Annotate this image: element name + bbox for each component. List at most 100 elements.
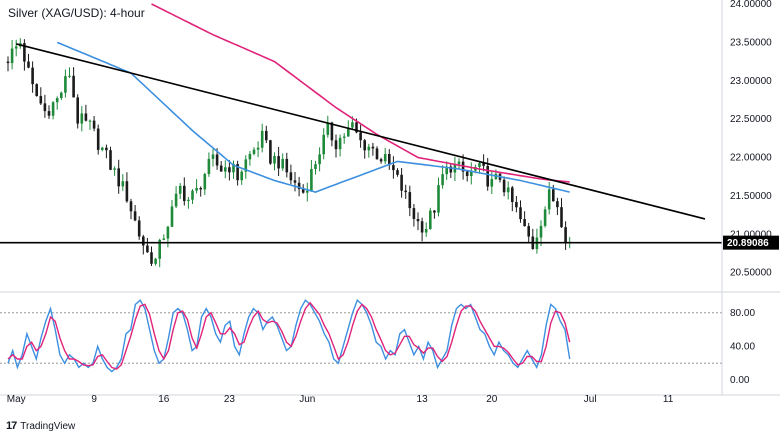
- candle-body: [219, 165, 223, 172]
- candle-body: [244, 159, 248, 172]
- candle-body: [64, 76, 67, 93]
- candle-body: [224, 167, 227, 172]
- candle-body: [14, 46, 18, 49]
- candle-body: [101, 147, 104, 150]
- candle-body: [429, 210, 432, 230]
- price-pane: [0, 3, 722, 268]
- price-tag-label: 20.89086: [727, 238, 769, 249]
- candle-body: [420, 221, 424, 233]
- candle-body: [117, 168, 120, 187]
- candle-body: [527, 226, 530, 237]
- candle-body: [342, 136, 346, 138]
- candle-body: [388, 154, 391, 166]
- candle-body: [404, 190, 407, 193]
- candle-body: [232, 164, 235, 173]
- candle-body: [125, 181, 129, 202]
- stochastic-d-line: [7, 301, 571, 370]
- stochastic-k-line: [7, 298, 571, 373]
- candle-body: [207, 158, 211, 174]
- candle-body: [84, 113, 88, 121]
- candle-body: [174, 193, 178, 207]
- time-tick-label: 11: [663, 394, 674, 405]
- candle-body: [277, 156, 280, 169]
- candle-body: [121, 181, 125, 187]
- candle-body: [76, 97, 79, 124]
- time-tick-label: 20: [486, 394, 498, 405]
- candle-body: [392, 165, 395, 171]
- candle-body: [6, 61, 10, 64]
- tradingview-logo-text: TradingView: [20, 420, 76, 432]
- candle-body: [199, 188, 202, 190]
- price-tick-label: 22.00000: [730, 153, 772, 164]
- candle-body: [441, 174, 444, 186]
- candle-body: [470, 170, 473, 177]
- candle-body: [293, 180, 297, 183]
- candle-body: [27, 61, 30, 68]
- candle-body: [109, 150, 112, 170]
- candle-body: [297, 182, 301, 190]
- price-tick-label: 23.00000: [730, 76, 772, 87]
- price-tick-label: 20.50000: [730, 268, 772, 279]
- candle-body: [203, 173, 207, 190]
- axes: 24.00000 23.50000 23.00000 22.50000 22.00000…: [0, 0, 780, 405]
- candle-body: [166, 226, 170, 239]
- candle-body: [228, 167, 231, 173]
- candle-body: [355, 122, 358, 133]
- candle-body: [191, 190, 194, 200]
- candle-body: [105, 147, 108, 151]
- fast-moving-average-line: [56, 41, 570, 193]
- candle-body: [445, 166, 448, 175]
- tradingview-logo: 17 TradingView: [6, 420, 75, 432]
- candle-body: [158, 239, 161, 259]
- candle-body: [457, 161, 461, 165]
- candle-body: [129, 201, 133, 212]
- candle-body: [146, 245, 149, 253]
- candle-body: [502, 179, 506, 193]
- tradingview-logo-icon: 17: [6, 420, 17, 432]
- candle-body: [560, 207, 563, 228]
- price-tick-label: 23.50000: [730, 37, 772, 48]
- candle-body: [433, 210, 436, 213]
- stoch-tick-label: 0.00: [730, 375, 750, 386]
- candle-body: [306, 190, 309, 193]
- candle-body: [363, 140, 366, 151]
- stoch-tick-label: 80.00: [730, 308, 755, 319]
- candle-body: [47, 111, 51, 116]
- candle-body: [449, 166, 453, 173]
- candle-body: [564, 227, 567, 243]
- candle-body: [511, 187, 514, 203]
- candle-body: [552, 189, 555, 202]
- time-tick-label: 9: [91, 394, 97, 405]
- candle-body: [396, 170, 399, 175]
- candle-body: [43, 103, 47, 112]
- candle-body: [412, 208, 416, 219]
- candle-body: [465, 171, 469, 177]
- candle-body: [68, 75, 71, 77]
- candle-body: [248, 153, 252, 160]
- candle-body: [187, 199, 190, 202]
- candle-body: [437, 185, 440, 213]
- candle-body: [265, 130, 268, 141]
- candle-body: [96, 128, 100, 150]
- candle-body: [88, 120, 92, 122]
- candle-body: [519, 207, 522, 220]
- candle-body: [178, 185, 182, 194]
- price-tick-label: 21.00000: [730, 229, 772, 240]
- time-tick-label: May: [7, 394, 26, 405]
- candle-body: [556, 201, 559, 208]
- time-tick-label: Jul: [584, 394, 597, 405]
- slow-moving-average-line: [151, 3, 570, 183]
- candle-body: [478, 163, 481, 168]
- candle-body: [289, 172, 293, 181]
- candle-body: [326, 122, 330, 135]
- candle-body: [285, 158, 289, 173]
- candle-body: [269, 140, 272, 164]
- price-tick-label: 21.50000: [730, 191, 772, 202]
- candle-body: [371, 146, 375, 149]
- candle-body: [35, 84, 38, 97]
- chart-title: Silver (XAG/USD): 4-hour: [8, 6, 145, 20]
- candle-body: [379, 159, 383, 162]
- candle-body: [113, 168, 116, 170]
- time-tick-label: 16: [158, 394, 170, 405]
- candle-body: [142, 236, 145, 246]
